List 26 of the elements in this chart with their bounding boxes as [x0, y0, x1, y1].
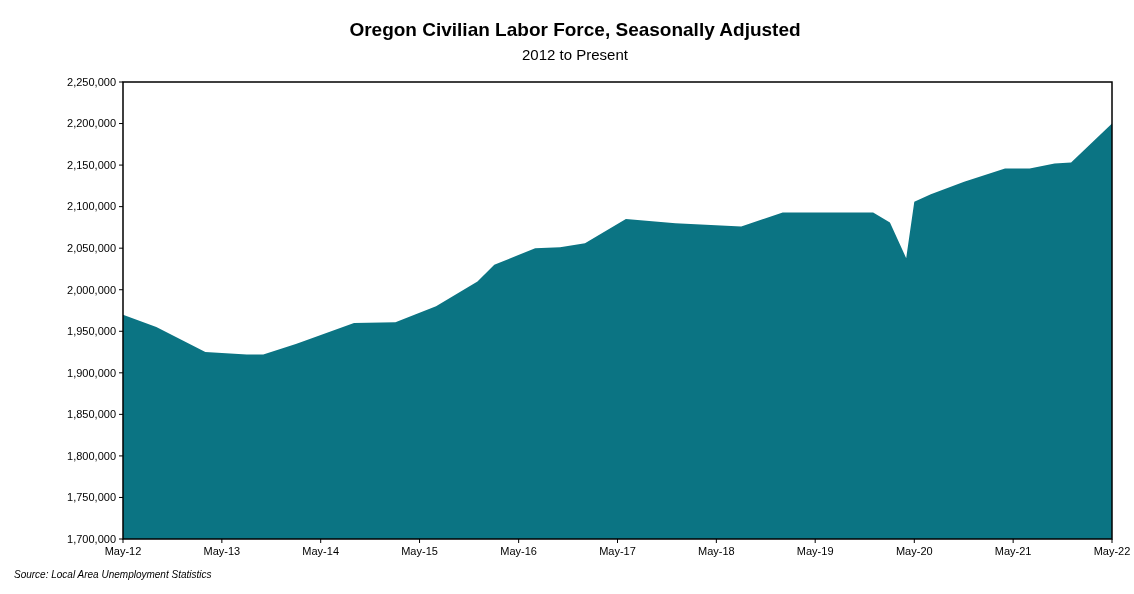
x-tick-label: May-16 [500, 545, 537, 557]
y-tick-label: 1,700,000 [67, 532, 116, 545]
y-tick-label: 2,250,000 [67, 75, 116, 88]
x-tick-label: May-18 [698, 545, 735, 557]
y-tick-label: 1,850,000 [67, 408, 116, 421]
x-tick-label: May-19 [796, 545, 834, 557]
x-tick-label: May-21 [994, 545, 1032, 557]
chart-subtitle: 2012 to Present [522, 46, 629, 63]
chart-title: Oregon Civilian Labor Force, Seasonally Adjusted [349, 19, 801, 40]
x-tick-label: May-17 [599, 545, 636, 557]
y-tick-label: 2,150,000 [67, 158, 116, 171]
y-tick-label: 2,050,000 [67, 242, 116, 255]
x-tick-label: May-20 [895, 545, 933, 557]
y-tick-label: 1,900,000 [67, 366, 116, 379]
x-tick-label: May-14 [302, 545, 340, 557]
x-tick-label: May-15 [401, 545, 438, 557]
y-tick-label: 1,800,000 [67, 449, 116, 462]
x-tick-label: May-12 [104, 545, 142, 557]
y-tick-label: 1,950,000 [67, 325, 116, 338]
y-tick-label: 2,100,000 [67, 200, 116, 213]
source-note: Source: Local Area Unemployment Statistics [14, 569, 212, 580]
y-tick-label: 1,750,000 [67, 491, 116, 504]
x-tick-label: May-13 [203, 545, 241, 557]
y-tick-label: 2,200,000 [67, 117, 116, 130]
y-tick-label: 2,000,000 [67, 283, 116, 296]
x-tick-label: May-22 [1093, 545, 1131, 557]
